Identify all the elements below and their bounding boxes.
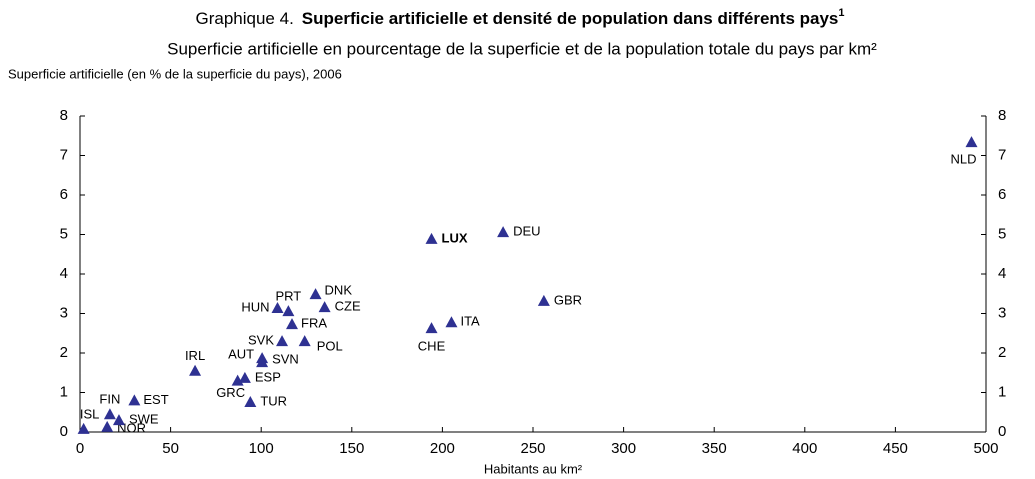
point: [256, 356, 269, 368]
point: [537, 294, 550, 306]
point-label: AUT: [228, 347, 254, 362]
point: [103, 408, 116, 420]
x-tick-label: 200: [430, 440, 455, 457]
point: [309, 288, 322, 300]
point-label: EST: [143, 392, 168, 407]
point-label: DNK: [325, 283, 353, 298]
point: [101, 420, 114, 432]
point: [238, 371, 251, 383]
point-label: CHE: [418, 339, 446, 354]
point-label: TUR: [260, 393, 287, 408]
point-label: ISL: [80, 406, 100, 421]
y2-tick-label: 5: [998, 225, 1006, 242]
y-axis-label: Superficie artificielle (en % de la supe…: [8, 66, 342, 81]
y2-tick-label: 3: [998, 304, 1006, 321]
point-label: NLD: [950, 152, 976, 167]
x-axis-label: Habitants au km²: [484, 461, 583, 476]
x-tick-label: 500: [973, 440, 998, 457]
y2-tick-label: 0: [998, 423, 1006, 440]
point-label: GRC: [216, 385, 245, 400]
y2-tick-label: 6: [998, 186, 1006, 203]
chart-subtitle: Superficie artificielle en pourcentage d…: [167, 39, 877, 58]
point-label: SVN: [272, 352, 299, 367]
point: [497, 226, 510, 238]
point-label: CZE: [335, 299, 361, 314]
point: [112, 414, 125, 426]
point: [231, 374, 244, 386]
point-label: LUX: [442, 230, 468, 245]
point-label: NOR: [117, 420, 146, 435]
point: [271, 301, 284, 313]
point-label: SVK: [248, 333, 274, 348]
x-tick-label: 250: [520, 440, 545, 457]
point: [425, 322, 438, 334]
point: [286, 318, 299, 330]
point: [282, 305, 295, 317]
point-label: ITA: [460, 314, 480, 329]
y-tick-label: 8: [60, 107, 68, 124]
point-label: GBR: [554, 292, 582, 307]
point-label: ESP: [255, 369, 281, 384]
chart-title: Graphique 4. Superficie artificielle et d…: [196, 7, 845, 29]
x-tick-label: 50: [162, 440, 179, 457]
y-tick-label: 4: [60, 265, 68, 282]
x-tick-label: 150: [339, 440, 364, 457]
point: [189, 364, 202, 376]
point: [244, 395, 257, 407]
title-main: Superficie artificielle et densité de po…: [302, 9, 839, 28]
point-label: SWE: [129, 412, 159, 427]
point: [276, 335, 289, 347]
x-tick-label: 0: [76, 440, 84, 457]
point: [425, 232, 438, 244]
y-tick-label: 3: [60, 304, 68, 321]
y-tick-label: 2: [60, 344, 68, 361]
y2-tick-label: 7: [998, 146, 1006, 163]
point: [128, 394, 141, 406]
point-label: POL: [317, 339, 343, 354]
x-tick-label: 450: [883, 440, 908, 457]
y2-tick-label: 1: [998, 383, 1006, 400]
point: [965, 136, 978, 148]
y2-tick-label: 2: [998, 344, 1006, 361]
y-tick-label: 1: [60, 383, 68, 400]
y-tick-label: 6: [60, 186, 68, 203]
point-label: FIN: [99, 392, 120, 407]
y-tick-label: 0: [60, 423, 68, 440]
point: [77, 422, 90, 434]
point-label: PRT: [275, 289, 301, 304]
y-tick-label: 5: [60, 225, 68, 242]
y2-tick-label: 4: [998, 265, 1006, 282]
title-prefix: Graphique 4.: [196, 9, 294, 28]
x-tick-label: 100: [249, 440, 274, 457]
x-tick-label: 400: [792, 440, 817, 457]
x-tick-label: 350: [702, 440, 727, 457]
point: [298, 335, 311, 347]
point: [318, 301, 331, 313]
title-note: 1: [838, 7, 844, 19]
point-label: DEU: [513, 224, 540, 239]
point-label: HUN: [241, 299, 269, 314]
x-tick-label: 300: [611, 440, 636, 457]
y-tick-label: 7: [60, 146, 68, 163]
y2-tick-label: 8: [998, 107, 1006, 124]
point: [445, 316, 458, 328]
point-label: FRA: [301, 316, 327, 331]
point-label: IRL: [185, 348, 205, 363]
